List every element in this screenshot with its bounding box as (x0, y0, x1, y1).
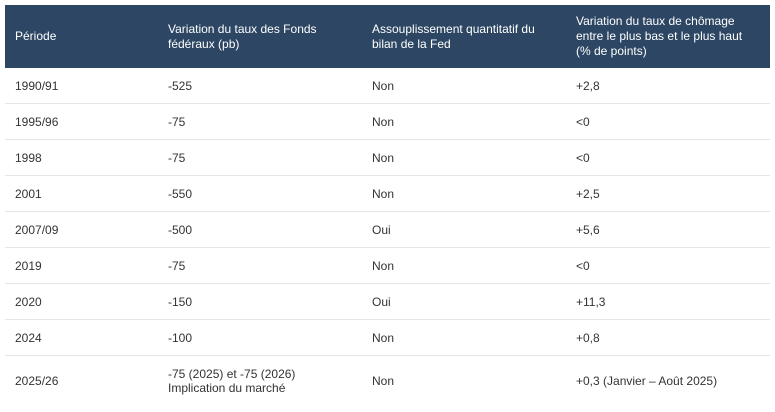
header-row: Période Variation du taux des Fonds fédér… (5, 5, 770, 68)
table-cell: 1990/91 (5, 68, 158, 104)
header-cell: Assouplissement quantitatif du bilan de … (362, 5, 566, 68)
table-cell: Oui (362, 211, 566, 248)
table-cell: Non (362, 247, 566, 284)
table-cell: -500 (158, 211, 362, 248)
table-cell: <0 (566, 103, 770, 140)
table-cell: 2019 (5, 247, 158, 284)
table-row: 1998 -75 Non <0 (5, 139, 770, 176)
table-cell: -150 (158, 283, 362, 320)
table-row: 2007/09 -500 Oui +5,6 (5, 211, 770, 248)
table-cell: Non (362, 319, 566, 356)
table-cell: +2,8 (566, 68, 770, 104)
header-cell: Période (5, 5, 158, 68)
table-cell: <0 (566, 139, 770, 176)
table-cell: -100 (158, 319, 362, 356)
table-cell: 1995/96 (5, 103, 158, 140)
table-cell: Non (372, 373, 395, 388)
table-cell: -550 (158, 175, 362, 212)
table-cell: 2007/09 (5, 211, 158, 248)
table-cell: -75 (158, 247, 362, 284)
table-cell: Non (362, 68, 566, 104)
table-cell: +0,8 (566, 319, 770, 356)
table-row: 2024 -100 Non +0,8 (5, 319, 770, 356)
table-cell: 2024 (5, 319, 158, 356)
table-cell: +11,3 (566, 283, 770, 320)
table-cell: -75 (158, 139, 362, 176)
table-cell: +2,5 (566, 175, 770, 212)
table-row: 2019 -75 Non <0 (5, 247, 770, 284)
table-cell: -525 (158, 68, 362, 104)
table-row: 1990/91 -525 Non +2,8 (5, 68, 770, 104)
table-cell: Non (362, 139, 566, 176)
table-cell: Non (362, 103, 566, 140)
table-cell: <0 (566, 247, 770, 284)
table-cell: Non (362, 175, 566, 212)
header-cell: Variation du taux de chômage entre le pl… (566, 5, 770, 68)
table-cell: +0,3 (Janvier – Août 2025) (576, 373, 718, 388)
table-row: 2025/26 -75 (2025) et -75 (2026) Implicat… (5, 356, 770, 406)
table-row: 1995/96 -75 Non <0 (5, 103, 770, 140)
table-cell: -75 (2025) et -75 (2026) Implication du … (168, 366, 296, 395)
table-cell: Oui (362, 283, 566, 320)
table-row: 2001 -550 Non +2,5 (5, 175, 770, 212)
table-row: 2020 -150 Oui +11,3 (5, 283, 770, 320)
table-body: 1990/91 -525 Non +2,8 1995/96 -75 Non <0 1998 -75… (5, 68, 770, 405)
table-cell: 1998 (5, 139, 158, 176)
table-cell: 2001 (5, 175, 158, 212)
table-cell: -75 (158, 103, 362, 140)
table-cell: +5,6 (566, 211, 770, 248)
data-table: Période Variation du taux des Fonds fédér… (5, 5, 770, 405)
table-cell: 2025/26 (15, 373, 59, 388)
header-cell: Variation du taux des Fonds fédéraux (pb… (158, 5, 362, 68)
table-cell: 2020 (5, 283, 158, 320)
